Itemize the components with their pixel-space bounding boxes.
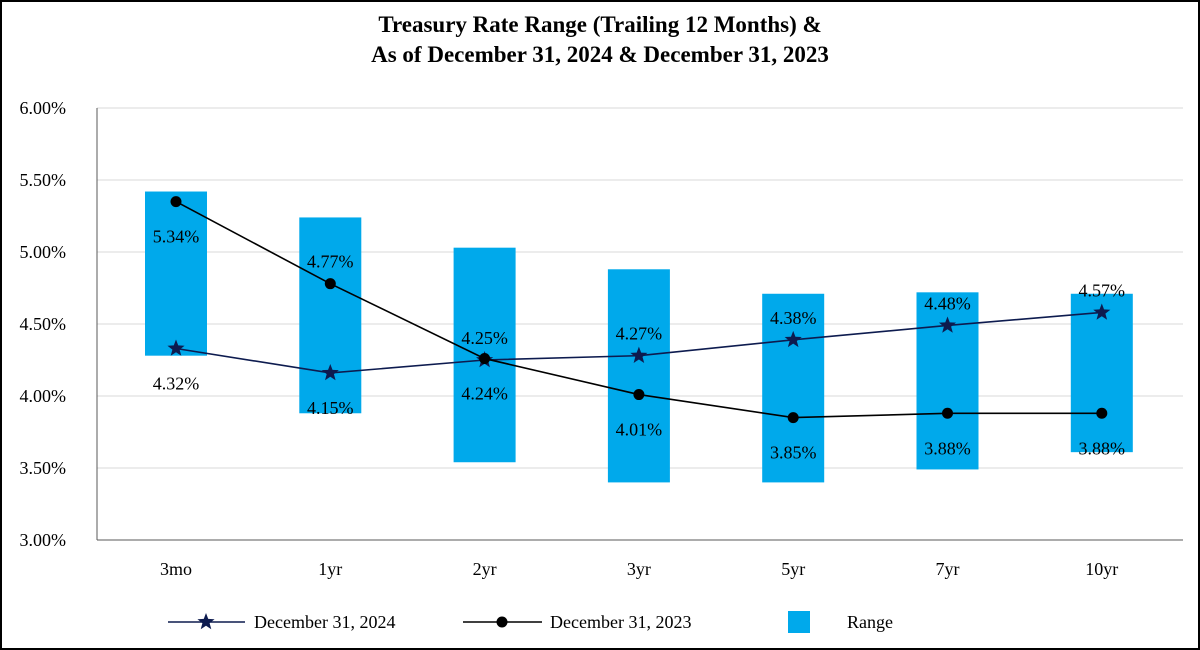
x-tick-label: 2yr (473, 559, 497, 579)
x-tick-label: 1yr (318, 559, 342, 579)
circle-marker (479, 353, 491, 365)
x-tick-label: 3yr (627, 559, 651, 579)
legend-star-icon (197, 613, 215, 630)
star-marker (784, 330, 802, 348)
x-tick-label: 5yr (781, 559, 805, 579)
y-tick-label: 3.00% (20, 530, 67, 550)
data-label-2024: 4.38% (770, 308, 817, 328)
chart-title-line-1: Treasury Rate Range (Trailing 12 Months)… (378, 12, 822, 37)
data-label-2024: 4.27% (616, 324, 663, 344)
legend-range-swatch (788, 611, 810, 633)
legend-label-range: Range (847, 612, 893, 632)
data-label-2023: 4.24% (461, 384, 508, 404)
data-label-2024: 4.48% (924, 293, 971, 313)
x-tick-label: 3mo (160, 559, 192, 579)
circle-marker (1096, 407, 1108, 419)
circle-marker (324, 278, 336, 290)
chart-title-line-2: As of December 31, 2024 & December 31, 2… (371, 42, 829, 67)
y-tick-label: 5.50% (20, 170, 67, 190)
y-tick-label: 6.00% (20, 98, 67, 118)
star-marker (630, 346, 648, 363)
data-label-2023: 3.85% (770, 443, 817, 463)
y-tick-label: 4.50% (20, 314, 67, 334)
legend-circle-icon (496, 616, 508, 628)
data-label-2023: 5.34% (153, 227, 200, 247)
data-label-2024: 4.15% (307, 398, 354, 418)
range-bar (145, 191, 207, 356)
chart-title: Treasury Rate Range (Trailing 12 Months)… (2, 10, 1198, 70)
range-bar (299, 217, 362, 414)
circle-marker (787, 412, 799, 424)
range-bar (762, 293, 825, 483)
x-tick-label: 7yr (936, 559, 960, 579)
range-bar (1070, 293, 1133, 453)
data-label-2024: 4.32% (153, 373, 200, 393)
circle-marker (633, 389, 645, 401)
y-tick-label: 5.00% (20, 242, 67, 262)
circle-marker (170, 196, 182, 208)
y-tick-label: 3.50% (20, 458, 67, 478)
data-label-2023: 4.01% (616, 420, 663, 440)
data-label-2023: 3.88% (924, 438, 971, 458)
x-tick-label: 10yr (1085, 559, 1118, 579)
circle-marker (942, 407, 953, 419)
data-label-2023: 4.77% (307, 252, 354, 272)
legend: December 31, 2024 December 31, 2023 Range (168, 611, 893, 633)
data-label-2023: 3.88% (1079, 438, 1126, 458)
star-marker (167, 339, 185, 356)
star-marker (321, 363, 339, 381)
range-bar (607, 269, 670, 483)
star-marker (938, 316, 957, 333)
data-label-2024: 4.25% (461, 328, 508, 348)
legend-label-2023: December 31, 2023 (550, 612, 691, 632)
legend-label-2024: December 31, 2024 (254, 612, 395, 632)
y-tick-label: 4.00% (20, 386, 67, 406)
star-marker (1093, 303, 1111, 320)
data-label-2024: 4.57% (1079, 280, 1126, 300)
